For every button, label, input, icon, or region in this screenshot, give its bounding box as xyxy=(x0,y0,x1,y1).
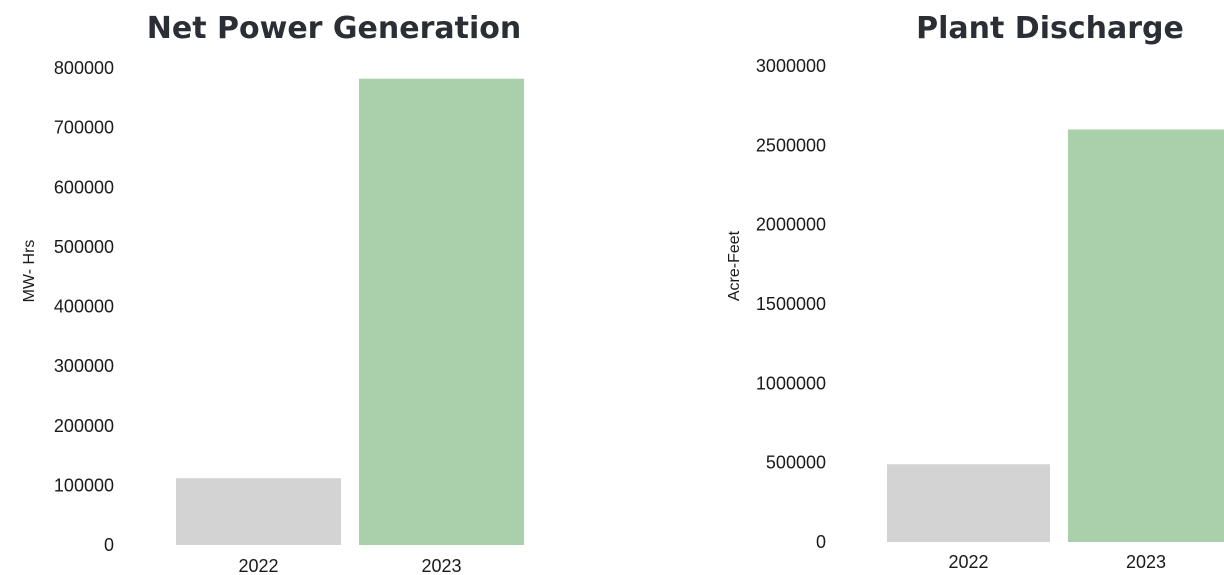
y-tick-label: 500000 xyxy=(54,237,114,257)
y-axis-label: MW- Hrs xyxy=(21,240,38,303)
y-tick-label: 0 xyxy=(104,535,114,555)
chart-title: Net Power Generation xyxy=(147,11,521,46)
chart-title: Plant Discharge xyxy=(916,11,1184,46)
y-tick-label: 2000000 xyxy=(756,215,826,235)
y-tick-label: 200000 xyxy=(54,416,114,436)
y-ticks: 0 500000 1000000 1500000 2000000 2500000 30000… xyxy=(756,56,826,552)
bar-2023 xyxy=(359,78,524,546)
x-ticks: 2022 2023 xyxy=(948,552,1166,572)
x-tick-label: 2023 xyxy=(421,556,461,575)
y-tick-label: 2500000 xyxy=(756,135,826,155)
x-ticks: 2022 2023 xyxy=(238,556,461,575)
y-tick-label: 700000 xyxy=(54,118,114,138)
y-tick-label: 600000 xyxy=(54,177,114,197)
y-axis-label: Acre-Feet xyxy=(726,230,743,301)
x-tick-label: 2022 xyxy=(238,556,278,575)
y-tick-label: 400000 xyxy=(54,297,114,317)
bar-2023 xyxy=(1068,129,1224,542)
x-tick-label: 2023 xyxy=(1126,552,1166,572)
y-tick-label: 300000 xyxy=(54,356,114,376)
y-tick-label: 800000 xyxy=(54,58,114,78)
y-tick-label: 500000 xyxy=(766,453,826,473)
plant-discharge-chart: Plant Discharge Acre-Feet 0 500000 1000000… xyxy=(726,11,1224,572)
bars xyxy=(176,78,524,546)
bar-2022 xyxy=(176,478,341,545)
bar-2022 xyxy=(887,464,1050,542)
y-ticks: 0 100000 200000 300000 400000 500000 600000 700… xyxy=(54,58,114,555)
y-tick-label: 3000000 xyxy=(756,56,826,76)
bars xyxy=(887,129,1224,542)
y-tick-label: 1000000 xyxy=(756,373,826,393)
net-power-generation-chart: Net Power Generation MW- Hrs 0 100000 2000… xyxy=(21,11,524,575)
y-tick-label: 1500000 xyxy=(756,294,826,314)
x-tick-label: 2022 xyxy=(948,552,988,572)
y-tick-label: 100000 xyxy=(54,475,114,495)
y-tick-label: 0 xyxy=(816,532,826,552)
